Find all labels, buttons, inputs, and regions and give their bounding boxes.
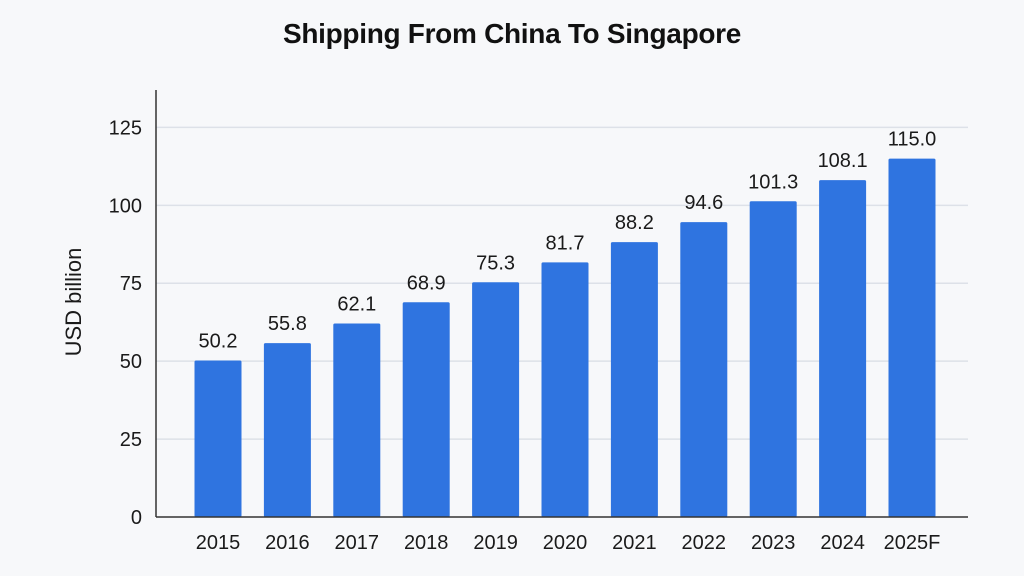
data-label: 68.9 bbox=[407, 272, 446, 294]
y-tick-label: 75 bbox=[120, 273, 142, 295]
x-tick-label: 2017 bbox=[335, 532, 380, 554]
x-tick-label: 2021 bbox=[612, 532, 657, 554]
data-label: 101.3 bbox=[748, 171, 798, 193]
y-tick-label: 100 bbox=[109, 195, 142, 217]
bar-2021 bbox=[610, 242, 658, 517]
x-tick-label: 2024 bbox=[820, 532, 865, 554]
x-tick-label: 2020 bbox=[543, 532, 588, 554]
labels: 0 25 50 75 100 125 50.2 2015 55.8 2016 62.1 2017 68.… bbox=[109, 117, 941, 554]
x-tick-label: 2018 bbox=[404, 532, 449, 554]
chart-title: Shipping From China To Singapore bbox=[282, 18, 742, 49]
y-tick-label: 25 bbox=[120, 429, 142, 451]
bar-2019 bbox=[472, 282, 520, 517]
bar-2022 bbox=[680, 222, 728, 517]
y-tick-label: 50 bbox=[120, 351, 142, 373]
bar-2017 bbox=[333, 323, 381, 517]
data-label: 75.3 bbox=[476, 252, 515, 274]
data-label: 88.2 bbox=[615, 212, 654, 234]
bar-2024 bbox=[819, 180, 867, 517]
x-tick-label: 2023 bbox=[751, 532, 796, 554]
x-tick-label: 2015 bbox=[196, 532, 241, 554]
x-tick-label: 2025F bbox=[884, 532, 941, 554]
data-label: 55.8 bbox=[268, 313, 307, 335]
y-tick-label: 0 bbox=[131, 507, 142, 529]
data-label: 108.1 bbox=[818, 150, 868, 172]
data-label: 50.2 bbox=[199, 331, 238, 353]
bar-2025F bbox=[888, 158, 936, 517]
bar-2020 bbox=[541, 262, 589, 517]
x-tick-label: 2019 bbox=[473, 532, 518, 554]
data-label: 94.6 bbox=[684, 192, 723, 214]
x-tick-label: 2016 bbox=[265, 532, 310, 554]
bars bbox=[194, 158, 936, 517]
bar-2015 bbox=[194, 360, 242, 517]
y-tick-label: 125 bbox=[109, 117, 142, 139]
data-label: 62.1 bbox=[337, 293, 376, 315]
bar-2023 bbox=[749, 201, 797, 517]
bar-2016 bbox=[263, 343, 311, 517]
data-label: 115.0 bbox=[888, 129, 937, 151]
bar-2018 bbox=[402, 302, 450, 517]
axes bbox=[155, 90, 968, 518]
x-tick-label: 2022 bbox=[682, 532, 727, 554]
data-label: 81.7 bbox=[546, 232, 585, 254]
